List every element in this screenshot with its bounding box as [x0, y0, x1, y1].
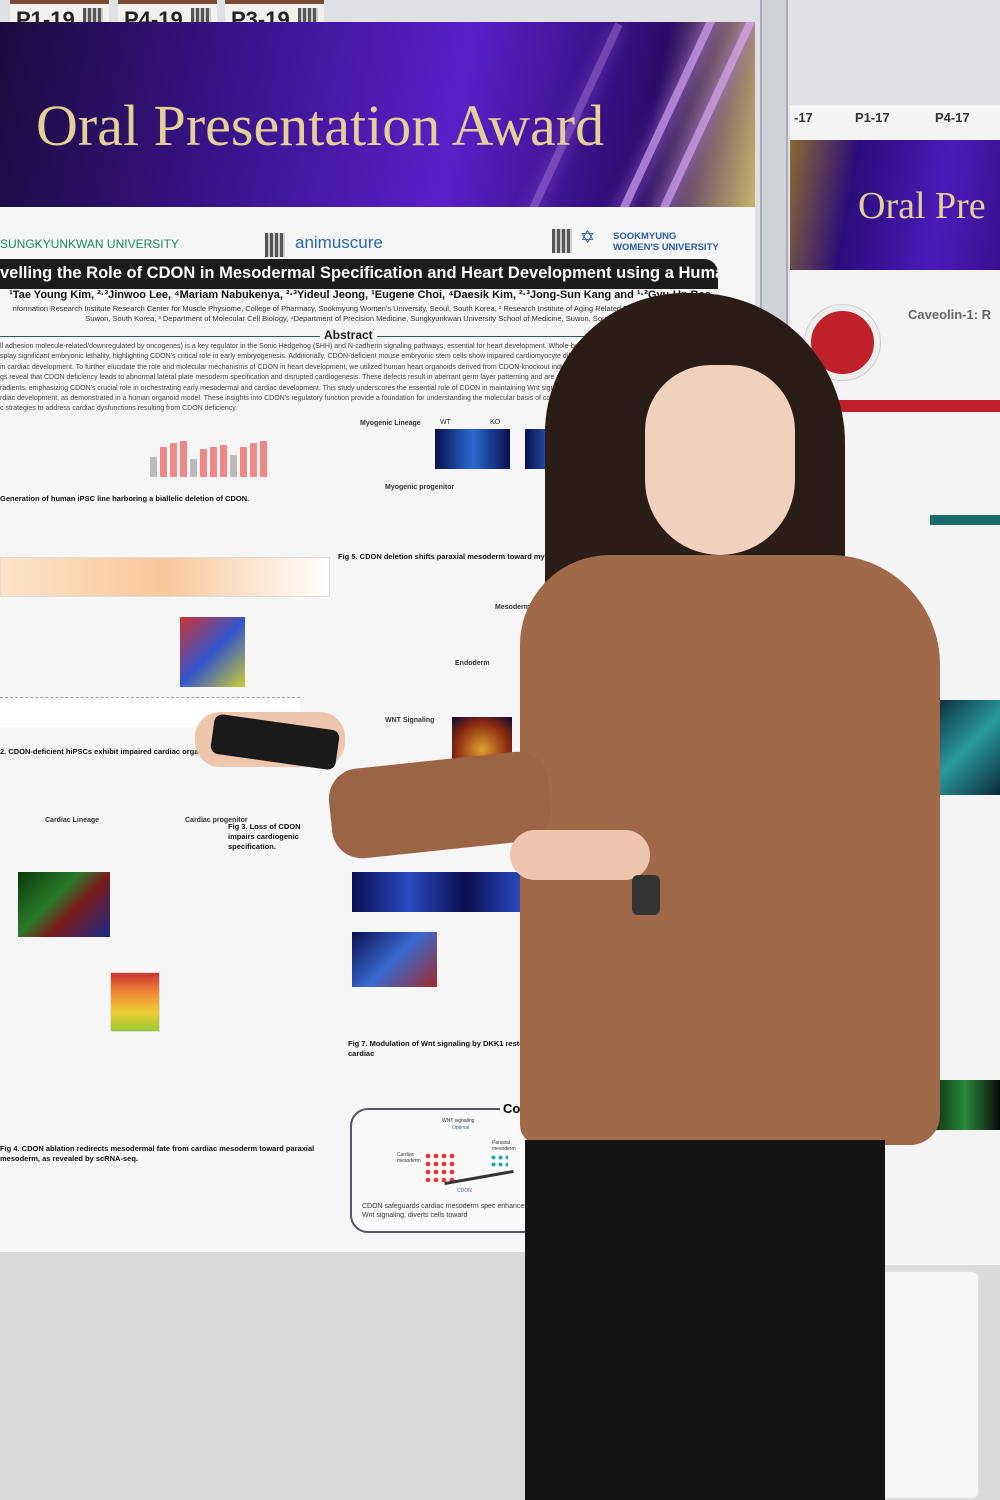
abstract-line: splay significant embryonic lethality, h…: [0, 353, 587, 361]
cardiac-cells-icon: [424, 1152, 456, 1182]
abstract-text: ll adhesion molecule-related/downregulat…: [0, 342, 660, 415]
star-logo-icon: ✡: [580, 227, 596, 247]
caption-title: Generation of human iPSC line harboring …: [0, 494, 250, 503]
microscopy-image: [935, 700, 1000, 795]
poster-title: Caveolin-1: R: [908, 307, 992, 322]
abstract-line: ll adhesion molecule-related/downregulat…: [0, 343, 604, 350]
microscopy-image: [352, 872, 522, 912]
qr-code-icon: [552, 229, 572, 253]
abstract-line: in cardiac development. To further eluci…: [0, 363, 596, 371]
figure-label: Cardiac progenitor: [185, 817, 248, 824]
tag-label: P4-17: [935, 110, 970, 125]
award-banner: Oral Pre: [790, 140, 1000, 270]
tag-label: P1-17: [855, 110, 890, 125]
person-face: [645, 365, 795, 555]
figure-caption: Fig 5. CDON deletion shifts paraxial mes…: [338, 552, 603, 562]
conclusion-text: CDON safeguards cardiac mesoderm spec en…: [362, 1203, 528, 1219]
caption-title: Fig 7. Modulation of Wnt signaling by DK…: [348, 1039, 536, 1058]
microscopy-image: [180, 617, 245, 687]
figure-label: WNT Signaling: [385, 717, 435, 724]
person-hand: [510, 830, 650, 880]
figure-caption: Fig 4. CDON ablation redirects mesoderma…: [0, 1144, 330, 1164]
figure-label: KO: [490, 419, 501, 426]
section-header: [790, 400, 1000, 412]
abstract-line: gs reveal that CDON deficiency leads to …: [0, 374, 586, 382]
person-pants: [525, 1140, 885, 1500]
timeline-figure: [0, 557, 330, 597]
abstract-line: c strategies to address cardiac dysfunct…: [0, 405, 238, 413]
sookmyung-logo: SOOKMYUNG WOMEN'S UNIVERSITY: [613, 231, 719, 253]
caption-title: Fig 5. CDON deletion shifts paraxial mes…: [338, 552, 591, 561]
poster-title: velling the Role of CDON in Mesodermal S…: [0, 259, 718, 289]
paraxial-cells-icon: [490, 1154, 508, 1168]
affiliation-line: Suwon, South Korea, ³ Department of Mole…: [85, 314, 635, 323]
conclusion-heading: Co: [500, 1101, 524, 1116]
figure-caption: Fig 7. Modulation of Wnt signaling by DK…: [348, 1039, 548, 1059]
microscopy-image: [18, 872, 110, 937]
section-header: [930, 515, 1000, 525]
abstract-line: rdiac development, as demonstrated in a …: [0, 395, 593, 403]
conclusion-box: Co WNT signaling Optimal Cardiac mesoder…: [350, 1101, 540, 1233]
wnt-label: WNT signaling: [442, 1118, 475, 1124]
figure-label: Cardiac Lineage: [45, 817, 100, 824]
figure-label: Mesoderm: [495, 604, 531, 611]
figure-caption: Fig 3. Loss of CDON impairs cardiogenic …: [228, 822, 328, 852]
cardiac-label: Cardiac mesoderm: [397, 1152, 421, 1164]
caption-title: 2. CDON-deficient hiPSCs exhibit impaire…: [0, 747, 253, 756]
paraxial-label: Paraxial mesoderm: [492, 1140, 516, 1152]
abstract-line: radients, emphasizing CDON's crucial rol…: [0, 384, 596, 392]
qr-code-icon: [265, 233, 285, 257]
bar-chart: [150, 432, 267, 477]
figure-caption: Generation of human iPSC line harboring …: [0, 494, 330, 504]
caption-title: Fig 3. Loss of CDON impairs cardiogenic …: [228, 822, 301, 851]
figure-label: WT: [440, 419, 451, 426]
microscopy-image: [352, 932, 437, 987]
abstract-heading: Abstract: [320, 328, 377, 342]
figure-label: Myogenic progenitor: [385, 484, 455, 491]
figure-label: Myogenic Lineage: [360, 420, 421, 427]
smartwatch: [632, 875, 660, 915]
wnt-sublabel: Optimal: [452, 1125, 470, 1131]
affiliation-line: nformation Research Institute Research C…: [12, 304, 708, 313]
figure-caption: 2. CDON-deficient hiPSCs exhibit impaire…: [0, 747, 330, 757]
banner-title: Oral Presentation Award: [36, 93, 605, 158]
poster-logos: SUNGKYUNKWAN UNIVERSITY animuscure ✡ SOO…: [0, 227, 755, 267]
pivot-label: CDON: [457, 1188, 472, 1194]
skku-logo: SUNGKYUNKWAN UNIVERSITY: [0, 237, 179, 251]
figure-label: Endoderm: [455, 660, 490, 667]
tag-label: -17: [794, 110, 813, 125]
caption-title: Fig 4. CDON ablation redirects mesoderma…: [0, 1144, 315, 1163]
heatmap: [110, 972, 160, 1032]
poster-authors: ¹Tae Young Kim, ²·³Jinwoo Lee, ⁴Mariam N…: [9, 289, 711, 301]
animuscure-logo: animuscure: [295, 233, 383, 252]
microscopy-image: [435, 429, 510, 469]
microscopy-image: [930, 1080, 1000, 1130]
award-banner: Oral Presentation Award: [0, 22, 755, 207]
banner-title: Oral Pre: [858, 185, 986, 227]
